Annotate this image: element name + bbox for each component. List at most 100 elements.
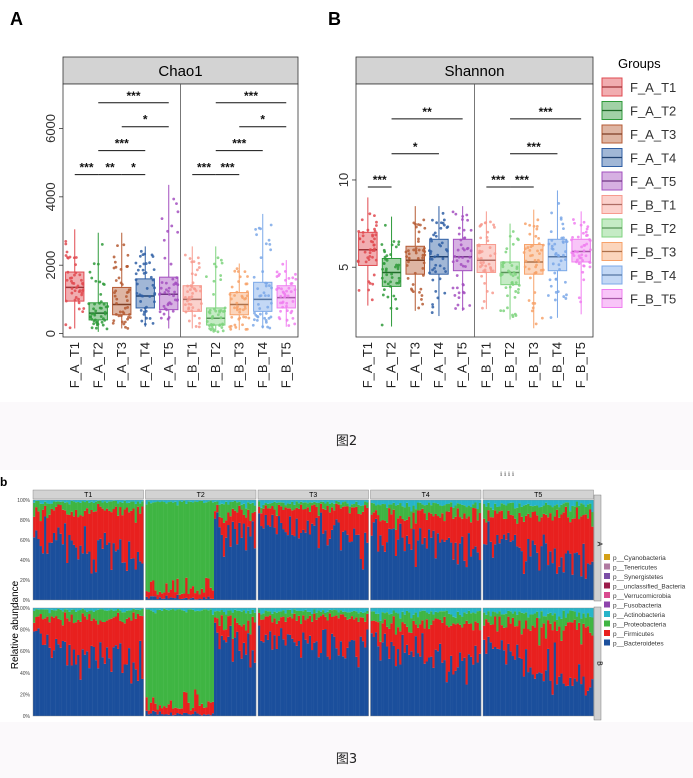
bar-segment (502, 500, 506, 505)
significance-label: *** (197, 161, 211, 175)
bar-segment (172, 580, 175, 598)
bar-segment (458, 504, 462, 518)
data-point (489, 269, 493, 273)
bar-segment (317, 617, 321, 658)
data-point (417, 237, 420, 241)
data-point (115, 297, 119, 301)
bar-segment (167, 714, 171, 716)
bar-segment (566, 685, 570, 716)
bar-segment (174, 608, 177, 611)
bar-segment (485, 619, 488, 654)
data-point (413, 271, 417, 275)
bar-segment (123, 562, 127, 600)
bar-segment (357, 621, 360, 668)
data-point (537, 236, 540, 240)
bar-segment (439, 505, 442, 518)
data-point (135, 292, 139, 295)
bar-segment (108, 608, 111, 611)
data-point (78, 273, 82, 277)
bar-segment (136, 608, 140, 610)
bar-segment (518, 611, 521, 621)
bar-segment (322, 608, 325, 611)
bar-segment (498, 511, 501, 544)
bar-segment (474, 608, 477, 614)
bar-segment (269, 503, 272, 509)
data-point (528, 223, 532, 227)
bar-segment (286, 609, 290, 618)
bar-segment (467, 654, 471, 716)
bar-segment (566, 608, 570, 614)
bar-segment (388, 528, 391, 600)
bar-segment (441, 513, 444, 540)
bar-segment (315, 641, 318, 716)
bar-segment (463, 623, 466, 658)
data-point (489, 254, 492, 258)
data-point (559, 216, 563, 220)
bar-segment (485, 614, 488, 620)
data-point (422, 246, 426, 250)
bar-segment (264, 503, 268, 506)
bar-segment (350, 608, 354, 612)
bar-segment (476, 500, 479, 510)
bar-segment (253, 662, 257, 716)
bar-segment (399, 523, 402, 600)
bar-segment (88, 608, 91, 611)
data-point (522, 251, 526, 254)
bar-segment (121, 502, 124, 516)
data-point (562, 227, 565, 231)
bar-segment (112, 608, 115, 611)
data-point (578, 256, 582, 260)
bar-segment (130, 510, 133, 559)
data-point (550, 211, 554, 215)
bar-segment (509, 502, 512, 515)
bar-segment (209, 609, 212, 703)
data-point (158, 310, 162, 314)
bar-segment (284, 500, 287, 506)
bar-segment (284, 532, 287, 600)
bar-segment (227, 636, 230, 716)
bar-segment (88, 614, 91, 669)
bar-segment (359, 611, 363, 618)
bar-segment (70, 511, 73, 541)
bar-segment (154, 590, 157, 597)
bar-segment (52, 617, 56, 651)
bar-segment (280, 522, 283, 600)
bar-segment (337, 655, 340, 716)
data-point (251, 323, 255, 327)
bar-segment (359, 514, 363, 560)
data-point (66, 270, 70, 274)
bar-segment (370, 535, 373, 600)
bar-segment (240, 608, 243, 612)
bar-segment (536, 515, 539, 553)
bar-segment (328, 659, 332, 716)
bar-segment (467, 516, 471, 534)
bar-segment (66, 608, 69, 610)
bar-segment (176, 708, 179, 714)
bar-segment (522, 505, 526, 522)
data-point (371, 249, 375, 252)
data-point (361, 231, 365, 234)
bar-segment (132, 662, 135, 716)
bar-segment (412, 500, 415, 506)
bar-segment (295, 518, 298, 600)
data-point (117, 314, 121, 318)
data-point (514, 314, 518, 317)
bar-segment (116, 515, 120, 550)
bar-segment (229, 610, 232, 616)
data-point (220, 261, 224, 265)
bar-segment (562, 503, 565, 513)
bar-segment (66, 514, 69, 563)
data-point (142, 262, 146, 266)
bar-segment (236, 502, 239, 513)
bar-segment (372, 512, 376, 523)
bar-segment (214, 500, 217, 502)
bar-segment (443, 660, 446, 716)
legend-label: p__Bacteroidetes (613, 641, 664, 648)
data-point (364, 260, 368, 264)
bar-segment (443, 616, 446, 661)
bar-segment (328, 613, 332, 660)
bar-segment (441, 539, 444, 600)
bar-segment (463, 560, 466, 600)
bar-segment (562, 630, 565, 684)
bar-segment (149, 702, 153, 714)
